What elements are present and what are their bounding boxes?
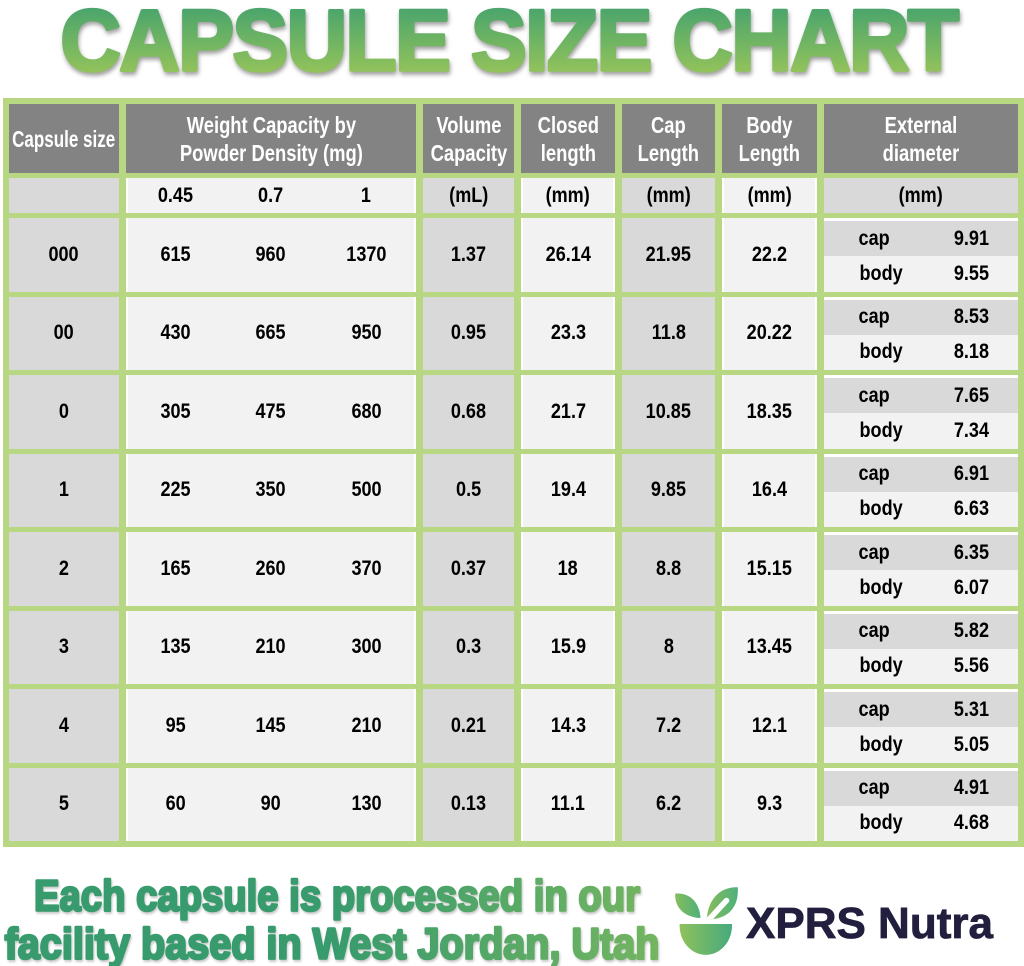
svg-text:facility based in West Jordan,: facility based in West Jordan, Utah <box>5 919 660 966</box>
svg-text:Each capsule is processed in o: Each capsule is processed in our <box>34 871 640 920</box>
svg-text:CAPSULE SIZE CHART: CAPSULE SIZE CHART <box>61 0 959 88</box>
